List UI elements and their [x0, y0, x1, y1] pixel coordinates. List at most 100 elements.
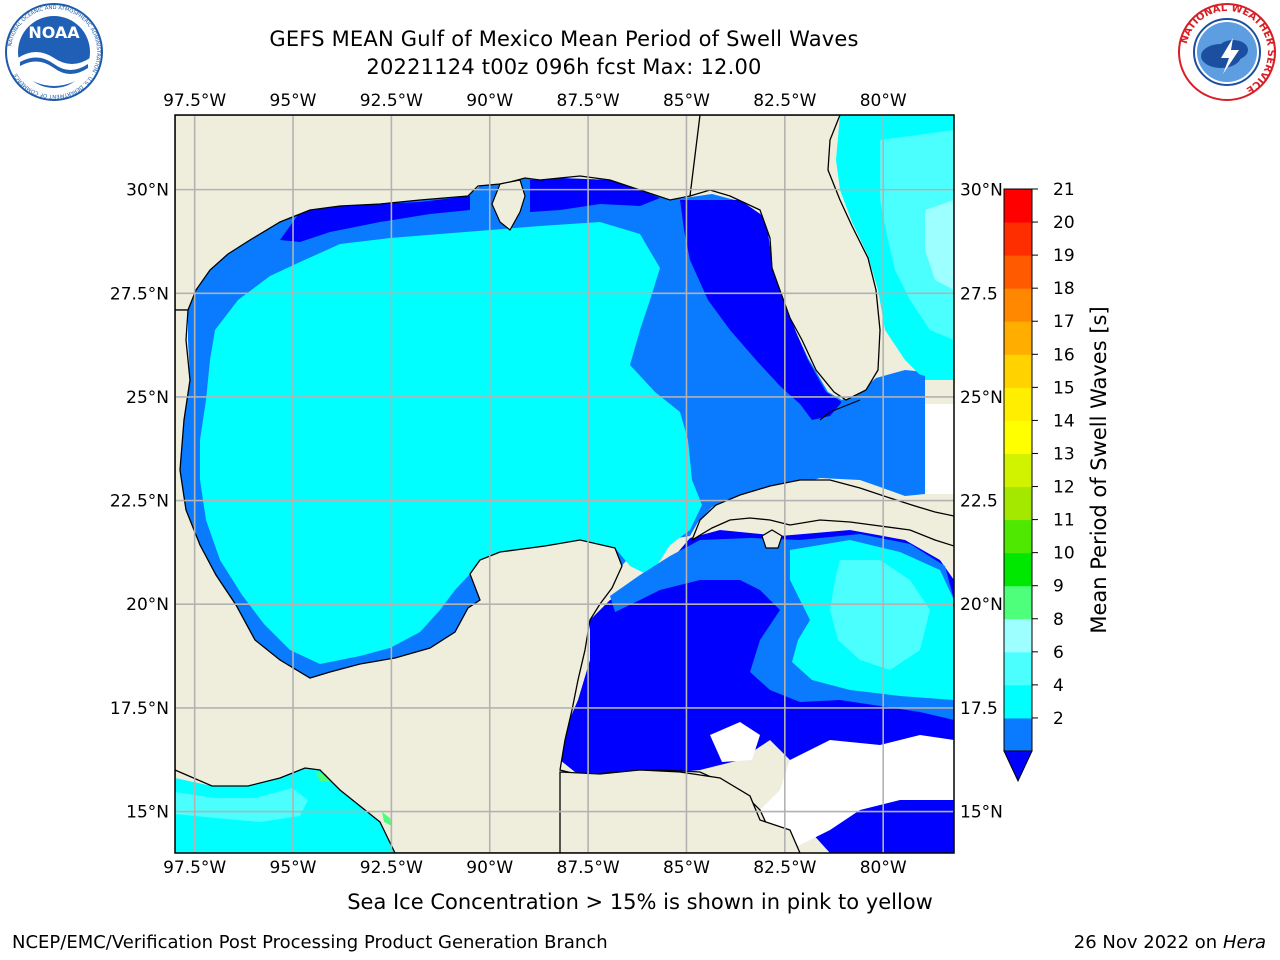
right-latitude-label: 30°N	[960, 181, 1003, 201]
chart-title: GEFS MEAN Gulf of Mexico Mean Period of …	[269, 27, 859, 51]
nws-logo-icon: NATIONAL WEATHER SERVICE	[1178, 3, 1276, 101]
us-gulf-coast-landmass	[175, 115, 701, 311]
colorbar-segment	[1004, 684, 1032, 719]
axis-tick-labels: 97.5°W 97.5°W 95°W 95°W 92.5°W 92.5°W 90°W 90°W…	[110, 91, 1003, 878]
colorbar-segment	[1004, 387, 1032, 421]
colorbar-segment	[1004, 354, 1032, 388]
left-latitude-label: 25°N	[126, 388, 169, 408]
top-longitude-label: 90°W	[466, 91, 513, 111]
left-latitude-label: 20°N	[126, 595, 169, 615]
right-latitude-label: 15°N	[960, 803, 1003, 823]
right-latitude-label: 25°N	[960, 388, 1003, 408]
colorbar-segment	[1004, 189, 1032, 223]
colorbar-tick-label: 16	[1053, 345, 1075, 365]
cuba-landmass	[690, 479, 954, 547]
bottom-longitude-label: 80°W	[860, 858, 907, 878]
pacific-coast-water-green	[316, 772, 330, 782]
colorbar: 21 20 19 18 17 16 15 14 13 12 11 10 9 8 6 4 2	[1003, 180, 1075, 783]
bottom-longitude-label: 85°W	[663, 858, 710, 878]
colorbar-title: Mean Period of Swell Waves [s]	[1087, 306, 1111, 633]
colorbar-tick-label: 17	[1053, 312, 1075, 332]
credit-text: NCEP/EMC/Verification Post Processing Pr…	[12, 932, 608, 953]
bottom-longitude-label: 92.5°W	[360, 858, 423, 878]
host-label: Hera	[1222, 932, 1266, 953]
gulf-swell-band-2-4-east	[680, 200, 842, 420]
caribbean-swell-band-8-9	[830, 560, 930, 670]
date-label: 26 Nov 2022 on	[1073, 932, 1218, 953]
colorbar-segment	[1004, 420, 1032, 454]
colorbar-tick-label: 15	[1053, 378, 1075, 398]
colorbar-tick-label: 19	[1053, 246, 1075, 266]
colorbar-tick-label: 18	[1053, 279, 1075, 299]
caribbean-no-data-patch	[740, 735, 954, 853]
mississippi-delta	[491, 179, 526, 231]
atlantic-swell-band-9-10	[925, 200, 954, 290]
right-latitude-label: 27.5	[960, 284, 998, 304]
top-longitude-label: 92.5°W	[360, 91, 423, 111]
gulf-swell-band-6-8	[200, 222, 702, 664]
colorbar-tick-label: 20	[1053, 213, 1075, 233]
colorbar-segment	[1004, 486, 1032, 521]
atlantic-swell-band-8-9	[880, 130, 954, 340]
colorbar-segment	[1004, 651, 1032, 686]
sea-ice-caption: Sea Ice Concentration > 15% is shown in …	[347, 890, 933, 914]
colorbar-tick-label: 6	[1053, 643, 1064, 663]
colorbar-segment	[1004, 255, 1032, 289]
colorbar-tick-label: 12	[1053, 478, 1075, 498]
pacific-coast-water-light	[175, 788, 308, 822]
colorbar-tick-label: 13	[1053, 444, 1075, 464]
colorbar-tick-label: 2	[1053, 709, 1064, 729]
colorbar-segment	[1004, 519, 1032, 554]
caribbean-no-data-patch-2	[710, 722, 760, 762]
colorbar-tick-label: 9	[1053, 577, 1064, 597]
bottom-longitude-label: 90°W	[466, 858, 513, 878]
isla-juventud-landmass	[761, 529, 783, 549]
map-panel	[175, 115, 954, 853]
noaa-logo-icon: NOAA NATIONAL OCEANIC AND ATMOSPHERIC AD…	[5, 3, 103, 101]
bottom-longitude-label: 97.5°W	[163, 858, 226, 878]
colorbar-tick-label: 21	[1053, 180, 1075, 200]
colorbar-segment	[1004, 717, 1032, 752]
left-latitude-label: 30°N	[126, 181, 169, 201]
colorbar-segment	[1004, 288, 1032, 322]
colorbar-segment	[1004, 585, 1032, 620]
left-latitude-label: 15°N	[126, 803, 169, 823]
left-latitude-label: 27.5°N	[110, 284, 169, 304]
left-latitude-label: 17.5°N	[110, 699, 169, 719]
chart-subtitle: 20221124 t00z 096h fcst Max: 12.00	[366, 55, 762, 79]
colorbar-tick-label: 14	[1053, 411, 1075, 431]
top-longitude-label: 97.5°W	[163, 91, 226, 111]
pacific-coastline	[175, 767, 396, 853]
colorbar-outline	[1003, 188, 1033, 752]
colorbar-extend-arrow	[1003, 750, 1033, 783]
top-longitude-label: 95°W	[270, 91, 317, 111]
colorbar-tick-label: 8	[1053, 610, 1064, 630]
colorbar-segment	[1004, 552, 1032, 587]
left-latitude-label: 22.5°N	[110, 492, 169, 512]
right-latitude-label: 17.5	[960, 699, 998, 719]
florida-keys	[819, 399, 861, 421]
colorbar-segment	[1004, 453, 1032, 488]
top-longitude-label: 82.5°W	[753, 91, 816, 111]
top-longitude-label: 80°W	[860, 91, 907, 111]
bottom-longitude-label: 82.5°W	[753, 858, 816, 878]
colorbar-tick-label: 11	[1053, 511, 1075, 531]
right-latitude-label: 22.5	[960, 492, 998, 512]
bottom-longitude-label: 87.5°W	[557, 858, 620, 878]
pacific-coast-water-green-2	[382, 812, 392, 826]
colorbar-tick-label: 10	[1053, 544, 1075, 564]
map-frame	[174, 114, 955, 854]
svg-text:NOAA: NOAA	[28, 23, 80, 42]
colorbar-segment	[1004, 321, 1032, 355]
top-longitude-label: 87.5°W	[557, 91, 620, 111]
date-text: 26 Nov 2022 on Hera	[1074, 932, 1266, 953]
right-latitude-label: 20°N	[960, 595, 1003, 615]
white-missing-patch	[925, 404, 954, 494]
gulf-swell-band-2-4-north	[280, 196, 470, 242]
map-gridlines	[175, 115, 954, 853]
top-longitude-label: 85°W	[663, 91, 710, 111]
bottom-longitude-label: 95°W	[270, 858, 317, 878]
colorbar-tick-label: 4	[1053, 676, 1064, 696]
colorbar-segment	[1004, 222, 1032, 256]
